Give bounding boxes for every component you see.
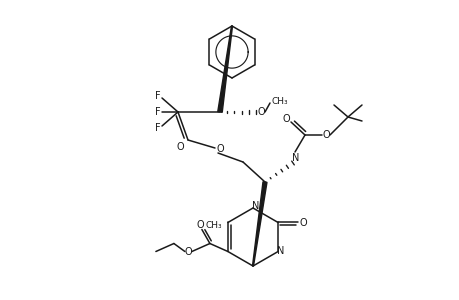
Text: CH₃: CH₃ [271, 97, 288, 106]
Text: O: O [281, 114, 289, 124]
Text: N: N [291, 153, 299, 163]
Text: F: F [155, 107, 161, 117]
Text: F: F [155, 91, 161, 101]
Text: CH₃: CH₃ [205, 221, 222, 230]
Text: O: O [299, 218, 306, 227]
Text: N: N [252, 201, 259, 211]
Polygon shape [252, 182, 266, 266]
Text: O: O [176, 142, 184, 152]
Polygon shape [217, 26, 232, 112]
Text: O: O [184, 248, 191, 257]
Text: F: F [155, 123, 161, 133]
Text: O: O [216, 144, 224, 154]
Text: O: O [257, 107, 264, 117]
Text: N: N [277, 247, 284, 256]
Text: O: O [196, 220, 203, 230]
Text: O: O [321, 130, 329, 140]
